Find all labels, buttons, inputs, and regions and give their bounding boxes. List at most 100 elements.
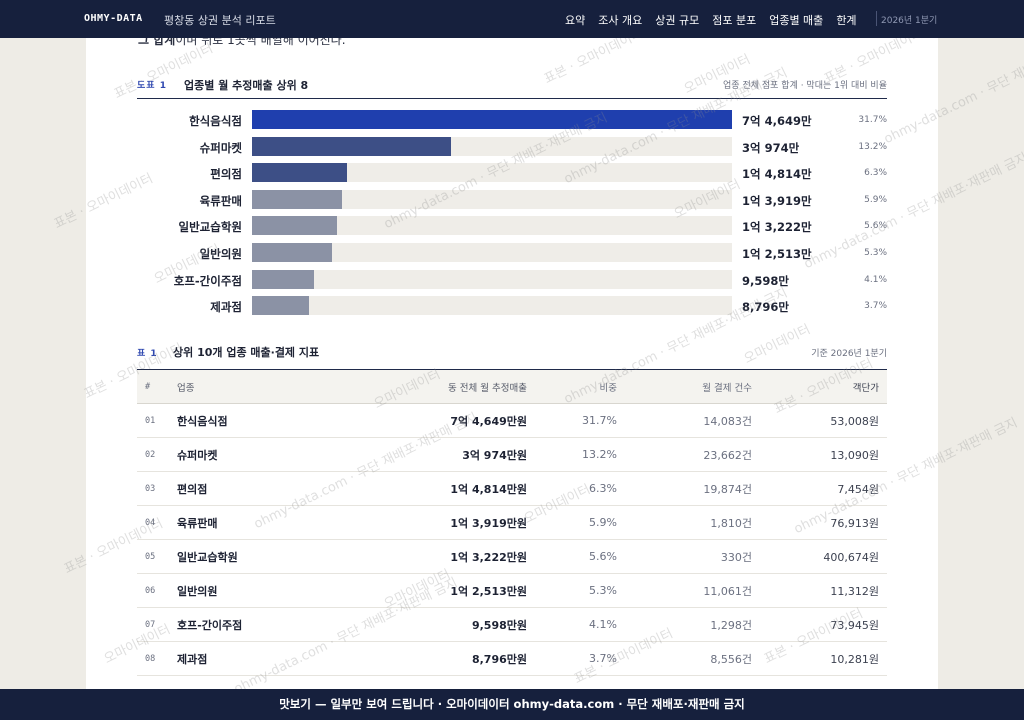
cell-rank: 07 [145,619,156,630]
cell-industry: 편의점 [177,482,208,496]
bar-row: 편의점 1억 4,814만 6.3% [137,163,887,183]
bar-share-label: 31.7% [858,115,887,125]
nav-link-limitations[interactable]: 한계 [836,14,857,27]
figure-note: 업종 전체 점포 합계 · 막대는 1위 대비 비율 [723,81,887,91]
bar-row: 일반의원 1억 2,513만 5.3% [137,243,887,262]
col-header-share: 비중 [599,382,617,394]
cell-rank: 05 [145,551,156,562]
report-title: 평창동 상권 분석 리포트 [164,14,276,27]
cell-avg-ticket: 73,945원 [830,618,879,632]
cell-monthly-sales: 1억 3,919만원 [450,516,527,530]
bar-value-label: 8,796만 [742,300,789,315]
bar-row: 육류판매 1억 3,919만 5.9% [137,189,887,209]
cell-avg-ticket: 11,312원 [830,584,879,598]
table-header-block: 표 1 상위 10개 업종 매출·결제 지표 기준 2026년 1분기 [137,343,887,363]
bar-category-label: 일반교습학원 [178,220,242,235]
cell-industry: 육류판매 [177,516,218,530]
col-header-avg-ticket: 객단가 [852,382,879,394]
table-row: 03 편의점 1억 4,814만원 6.3% 19,874건 7,454원 [137,472,887,506]
cell-industry: 일반교습학원 [177,550,238,564]
cell-industry: 슈퍼마켓 [177,448,218,462]
bar-fill [252,110,732,129]
bar-value-label: 1억 3,919만 [742,193,812,208]
table-row: 06 일반의원 1억 2,513만원 5.3% 11,061건 11,312원 [137,574,887,608]
bar-share-label: 5.9% [864,194,887,205]
cell-rank: 06 [145,585,156,596]
nav-quarter-label: 2026년 1분기 [881,16,938,26]
bar-category-label: 편의점 [210,167,242,182]
nav-link-market-size[interactable]: 상권 규모 [655,14,700,27]
bar-row: 한식음식점 7억 4,649만 31.7% [137,110,887,129]
cell-monthly-sales: 1억 3,222만원 [450,550,527,564]
nav-divider [876,11,877,26]
nav-link-summary[interactable]: 요약 [565,14,586,27]
figure-header: 도표 1 업종별 월 추정매출 상위 8 업종 전체 점포 합계 · 막대는 1… [137,77,887,99]
bar-fill [252,216,338,236]
cell-rank: 01 [145,415,156,426]
sales-bar-chart: 한식음식점 7억 4,649만 31.7% 슈퍼마켓 3억 974만 13.2% 편의점 1억… [137,110,887,324]
cell-payment-count: 11,061건 [703,584,752,598]
cell-monthly-sales: 7억 4,649만원 [450,414,527,428]
cell-rank: 03 [145,483,156,494]
cell-monthly-sales: 1억 2,513만원 [450,584,527,598]
bar-track [252,136,732,156]
bar-share-label: 6.3% [864,168,887,179]
cell-avg-ticket: 53,008원 [830,414,879,428]
cell-avg-ticket: 7,454원 [837,482,879,496]
cell-payment-count: 1,810건 [710,516,752,530]
bar-category-label: 호프-간이주점 [173,273,242,288]
bar-fill [252,269,314,289]
cell-rank: 04 [145,517,156,528]
bar-fill [252,163,348,183]
cell-avg-ticket: 13,090원 [830,448,879,462]
brand-logo[interactable]: OHMY-DATA [84,13,143,24]
cell-industry: 한식음식점 [177,414,228,428]
cell-payment-count: 1,298건 [710,618,752,632]
bar-category-label: 한식음식점 [189,114,242,128]
bar-track [252,110,732,129]
bar-track [252,269,732,289]
intro-bold-text: 그 합계 [138,38,176,47]
table-label: 표 1 [137,349,158,359]
bar-track [252,189,732,209]
cell-share: 3.7% [589,652,617,665]
bar-value-label: 1억 2,513만 [742,247,812,261]
bar-fill [252,136,452,156]
cell-monthly-sales: 1억 4,814만원 [450,482,527,496]
bar-value-label: 1억 3,222만 [742,220,812,235]
cell-payment-count: 8,556건 [710,652,752,666]
bar-fill [252,296,309,316]
cell-payment-count: 19,874건 [703,482,752,496]
preview-banner: 맛보기 — 일부만 보여 드립니다 · 오마이데이터 ohmy-data.com… [0,689,1024,720]
cell-payment-count: 14,083건 [703,414,752,428]
bar-category-label: 일반의원 [199,247,242,261]
table-row: 02 슈퍼마켓 3억 974만원 13.2% 23,662건 13,090원 [137,438,887,472]
cell-share: 5.9% [589,516,617,529]
cell-industry: 일반의원 [177,584,218,598]
bar-share-label: 3.7% [864,301,887,312]
bar-share-label: 5.3% [864,248,887,258]
bar-share-label: 5.6% [864,221,887,232]
industry-metrics-table: # 업종 동 전체 월 추정매출 비중 월 결제 건수 객단가 01 한식음식점 7… [137,369,887,676]
bar-fill [252,243,333,262]
nav-link-store-distribution[interactable]: 점포 분포 [712,14,757,27]
cell-avg-ticket: 10,281원 [830,652,879,666]
cell-share: 5.3% [589,584,617,597]
col-header-monthly-sales: 동 전체 월 추정매출 [448,382,527,394]
table-row: 05 일반교습학원 1억 3,222만원 5.6% 330건 400,674원 [137,540,887,574]
bar-value-label: 7억 4,649만 [742,114,812,128]
report-sheet: 그 합계이며 뒤로 1곳씩 배열해 이어진다. 도표 1 업종별 월 추정매출 … [86,38,938,689]
intro-paragraph-cut: 그 합계이며 뒤로 1곳씩 배열해 이어진다. [138,38,346,48]
bar-category-label: 육류판매 [199,193,242,208]
nav-link-sales-by-industry[interactable]: 업종별 매출 [769,14,824,27]
bar-category-label: 슈퍼마켓 [199,140,242,155]
bar-category-label: 제과점 [210,300,242,315]
bar-fill [252,189,342,209]
cell-payment-count: 23,662건 [703,448,752,462]
intro-text: 이며 뒤로 1곳씩 배열해 이어진다. [175,38,346,47]
bar-share-label: 4.1% [864,274,887,285]
figure-label: 도표 1 [137,81,167,91]
nav-link-survey-overview[interactable]: 조사 개요 [598,14,643,27]
figure-title: 업종별 월 추정매출 상위 8 [184,79,309,92]
cell-avg-ticket: 76,913원 [830,516,879,530]
